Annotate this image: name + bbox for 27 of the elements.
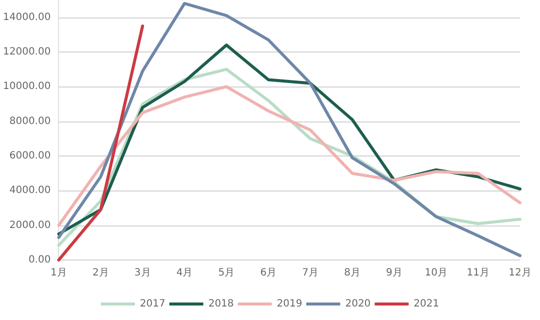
x-tick-label: 10月 bbox=[424, 268, 448, 278]
x-tick-label: 11月 bbox=[466, 268, 490, 278]
legend-label: 2018 bbox=[208, 298, 234, 310]
x-tick-label: 5月 bbox=[218, 268, 235, 278]
x-tick-label: 8月 bbox=[344, 268, 360, 278]
y-tick-label: 10000.00 bbox=[2, 81, 51, 92]
y-tick-label: 0.00 bbox=[28, 254, 51, 266]
line-series bbox=[57, 85, 522, 227]
x-tick-label: 2月 bbox=[92, 268, 109, 278]
legend-label: 2017 bbox=[140, 298, 166, 310]
legend-label: 2021 bbox=[414, 298, 440, 310]
y-tick-label: 4000.00 bbox=[9, 185, 51, 196]
y-tick-label: 2000.00 bbox=[9, 220, 51, 231]
x-tick-label: 7月 bbox=[302, 268, 319, 278]
x-tick-label: 3月 bbox=[134, 268, 151, 278]
y-tick-label: 12000.00 bbox=[2, 46, 51, 58]
x-tick-label: 4月 bbox=[176, 268, 193, 278]
x-tick-label: 6月 bbox=[260, 268, 277, 278]
y-tick-label: 6000.00 bbox=[9, 150, 51, 162]
line-series bbox=[57, 2, 522, 258]
x-tick-label: 9月 bbox=[386, 268, 402, 278]
legend-label: 2019 bbox=[276, 298, 302, 310]
x-tick-label: 1月 bbox=[50, 268, 67, 278]
y-tick-label: 8000.00 bbox=[9, 116, 51, 127]
x-tick-label: 12月 bbox=[508, 268, 532, 278]
legend-label: 2020 bbox=[345, 298, 371, 310]
y-tick-label: 14000.00 bbox=[2, 12, 51, 23]
